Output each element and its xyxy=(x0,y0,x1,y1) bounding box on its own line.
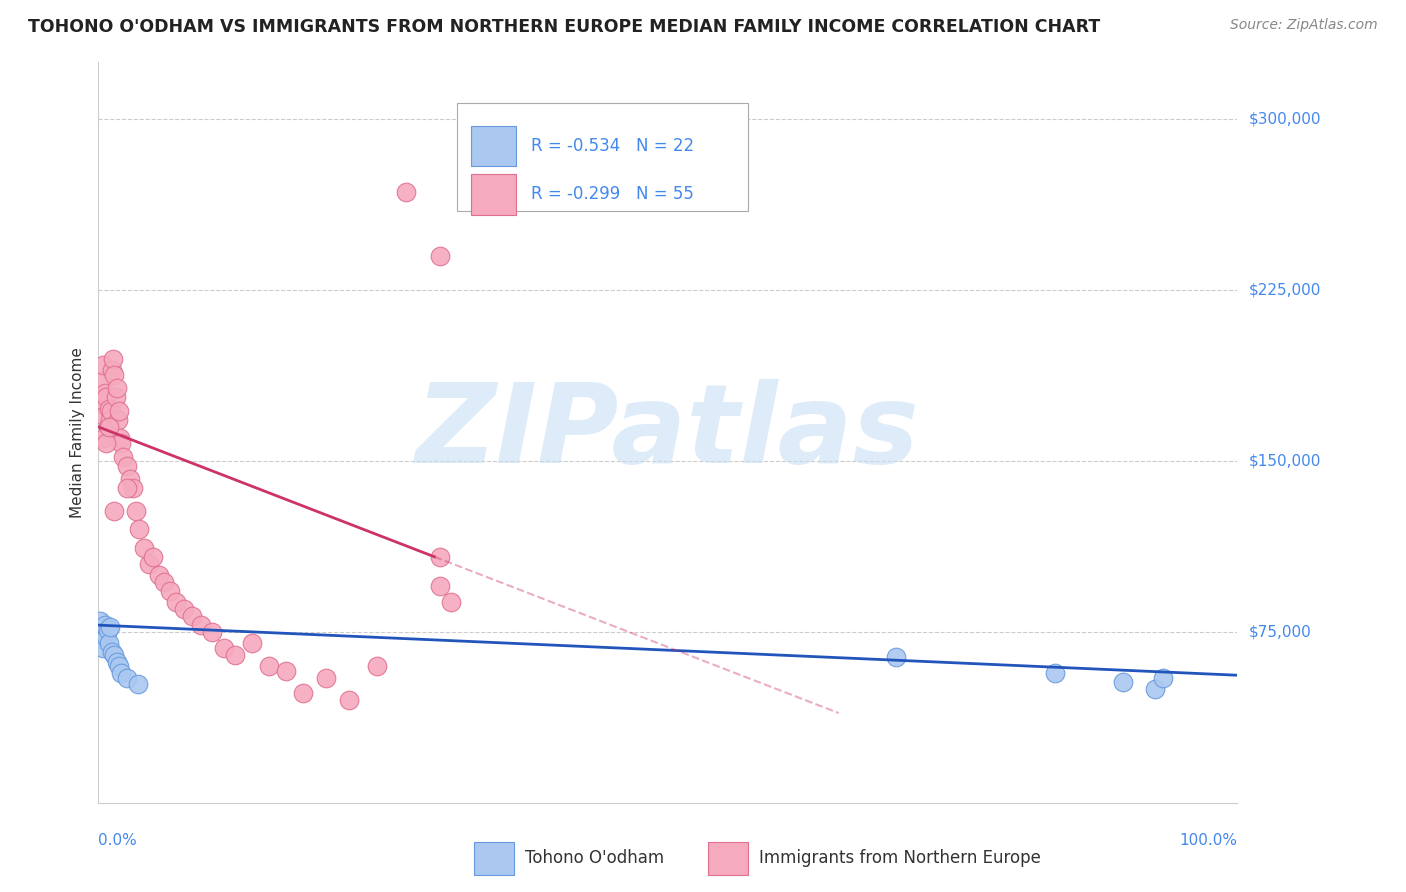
Point xyxy=(429,579,451,593)
Point xyxy=(103,368,125,382)
Y-axis label: Median Family Income: Median Family Income xyxy=(69,347,84,518)
Point xyxy=(1043,665,1066,680)
Point xyxy=(101,363,124,377)
Point xyxy=(93,431,115,445)
Point xyxy=(97,401,120,416)
Point xyxy=(337,693,360,707)
Text: $150,000: $150,000 xyxy=(1249,454,1320,468)
Point xyxy=(159,583,181,598)
Point xyxy=(96,420,118,434)
Point xyxy=(1144,681,1167,696)
Point xyxy=(120,472,142,486)
Point xyxy=(240,636,263,650)
Point xyxy=(108,659,131,673)
Text: $75,000: $75,000 xyxy=(1249,624,1312,640)
Text: Source: ZipAtlas.com: Source: ZipAtlas.com xyxy=(1230,18,1378,32)
Point xyxy=(100,404,122,418)
Point xyxy=(1112,675,1135,690)
Text: $225,000: $225,000 xyxy=(1249,283,1320,298)
Text: R = -0.534   N = 22: R = -0.534 N = 22 xyxy=(531,137,695,155)
Point xyxy=(103,648,125,662)
Point xyxy=(292,686,315,700)
Text: ZIPatlas: ZIPatlas xyxy=(416,379,920,486)
Point xyxy=(395,186,418,200)
Point xyxy=(89,614,111,628)
Text: 100.0%: 100.0% xyxy=(1180,833,1237,848)
Point xyxy=(165,595,187,609)
Point xyxy=(104,390,127,404)
Point xyxy=(224,648,246,662)
Point xyxy=(138,557,160,571)
Point xyxy=(148,568,170,582)
Point xyxy=(153,574,176,589)
Point xyxy=(96,623,118,637)
Point xyxy=(190,618,212,632)
FancyBboxPatch shape xyxy=(457,103,748,211)
Point xyxy=(315,671,337,685)
Point xyxy=(112,450,135,464)
Text: $300,000: $300,000 xyxy=(1249,112,1320,127)
Point xyxy=(90,397,112,411)
Point xyxy=(1152,671,1174,685)
Point xyxy=(91,640,114,655)
Point xyxy=(93,624,115,639)
Point xyxy=(103,351,125,366)
Point xyxy=(276,664,298,678)
Point xyxy=(142,549,165,564)
Point xyxy=(110,665,132,680)
Point xyxy=(173,602,195,616)
Text: 0.0%: 0.0% xyxy=(98,833,138,848)
Text: TOHONO O'ODHAM VS IMMIGRANTS FROM NORTHERN EUROPE MEDIAN FAMILY INCOME CORRELATI: TOHONO O'ODHAM VS IMMIGRANTS FROM NORTHE… xyxy=(28,18,1101,36)
Point xyxy=(125,504,148,518)
Bar xyxy=(707,842,748,875)
Point xyxy=(180,609,202,624)
Point xyxy=(259,659,281,673)
Point xyxy=(98,413,121,427)
Point xyxy=(212,640,235,655)
Point xyxy=(90,632,112,646)
Point xyxy=(96,435,118,450)
Point xyxy=(91,359,114,373)
Point xyxy=(96,630,118,644)
Point xyxy=(128,523,150,537)
Point xyxy=(105,655,128,669)
Point xyxy=(366,659,388,673)
Point xyxy=(115,458,138,473)
Text: R = -0.299   N = 55: R = -0.299 N = 55 xyxy=(531,186,695,203)
Bar xyxy=(471,126,516,167)
Point xyxy=(440,595,463,609)
Bar xyxy=(471,174,516,215)
Point xyxy=(108,431,131,445)
Point xyxy=(105,381,128,395)
Point xyxy=(97,636,120,650)
Point xyxy=(90,375,112,389)
Point xyxy=(90,627,112,641)
Point xyxy=(110,435,132,450)
Point xyxy=(121,482,143,496)
Point xyxy=(127,677,149,691)
Point xyxy=(884,650,907,665)
Point xyxy=(429,549,451,564)
Point xyxy=(107,413,129,427)
Bar xyxy=(474,842,515,875)
Point xyxy=(429,249,451,263)
Point xyxy=(97,420,120,434)
Point xyxy=(103,504,125,518)
Point xyxy=(98,620,121,634)
Point xyxy=(132,541,155,555)
Point xyxy=(108,404,131,418)
Text: Tohono O'odham: Tohono O'odham xyxy=(526,849,665,867)
Point xyxy=(96,390,118,404)
Point xyxy=(115,671,138,685)
Point xyxy=(201,624,224,639)
Text: Immigrants from Northern Europe: Immigrants from Northern Europe xyxy=(759,849,1040,867)
Point xyxy=(93,409,115,423)
Point xyxy=(101,645,124,659)
Point xyxy=(94,385,117,400)
Point xyxy=(115,482,138,496)
Point xyxy=(94,618,117,632)
